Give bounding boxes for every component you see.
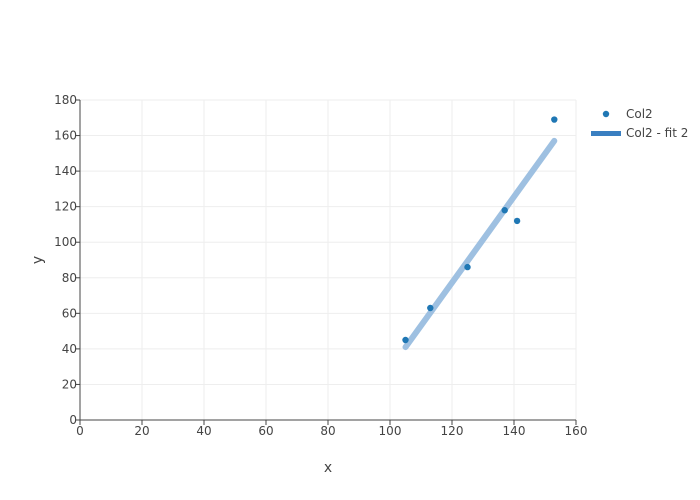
x-tick-label: 160 — [565, 424, 588, 438]
x-tick-label: 100 — [379, 424, 402, 438]
x-tick-label: 80 — [320, 424, 335, 438]
data-point — [501, 207, 508, 214]
legend-marker-col2 — [602, 110, 610, 118]
x-tick-label: 120 — [441, 424, 464, 438]
grid — [80, 99, 577, 420]
data-point — [551, 116, 558, 123]
y-tick-label: 180 — [54, 93, 77, 107]
x-axis-title: x — [324, 460, 332, 476]
x-tick-label: 40 — [196, 424, 211, 438]
y-tick-label: 60 — [62, 306, 77, 320]
plot-area — [402, 116, 558, 351]
x-tick-label: 140 — [503, 424, 526, 438]
y-tick-label: 140 — [54, 164, 77, 178]
y-tick-label: 120 — [54, 200, 77, 214]
y-tick-label: 0 — [69, 413, 77, 427]
y-tick-label: 80 — [62, 271, 77, 285]
legend-label: Col2 — [626, 107, 653, 121]
legend-label: Col2 - fit 2 — [626, 126, 688, 140]
data-point — [427, 304, 434, 312]
x-tick-label: 0 — [76, 424, 84, 438]
fit-line — [402, 137, 558, 351]
y-axis-ticks: 0 20 40 60 80 100 120 140 160 180 — [54, 93, 80, 427]
y-tick-label: 160 — [54, 129, 77, 143]
legend: Col2 Col2 - fit 2 — [591, 107, 688, 140]
y-tick-label: 20 — [62, 377, 77, 391]
x-tick-label: 60 — [258, 424, 273, 438]
data-point — [464, 263, 471, 271]
data-point — [513, 217, 521, 225]
y-axis-title: y — [30, 256, 46, 264]
y-tick-label: 40 — [62, 342, 77, 356]
y-tick-label: 100 — [54, 235, 77, 249]
x-tick-label: 20 — [134, 424, 149, 438]
x-axis-ticks: 0 20 40 60 80 100 120 140 160 — [76, 420, 587, 438]
data-point — [402, 336, 409, 344]
